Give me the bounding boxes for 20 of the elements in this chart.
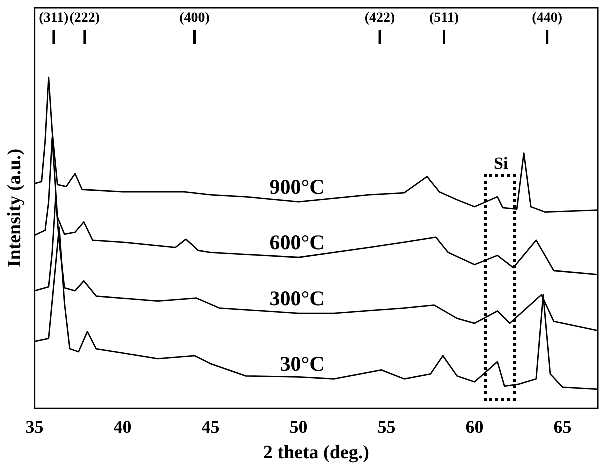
- x-tick-label: 55: [378, 417, 396, 438]
- annotation: Si: [494, 154, 508, 174]
- series-label: 30°C: [280, 352, 325, 376]
- series-label: 900°C: [270, 175, 325, 200]
- text: (400): [180, 11, 210, 26]
- x-tick-label: 50: [290, 417, 308, 438]
- text: (511): [429, 11, 460, 26]
- x-tick-label: 40: [114, 417, 132, 438]
- x-tick-label: 65: [554, 417, 572, 438]
- text: (222): [70, 11, 100, 26]
- x-tick-label: 60: [466, 417, 484, 438]
- text: (422): [364, 11, 396, 26]
- x-tick-label: 45: [202, 417, 220, 438]
- x-axis-title: 2 theta (deg.): [263, 442, 370, 464]
- x-tick-label: 35: [26, 417, 44, 438]
- text: (440): [532, 11, 563, 26]
- series-label: 300°C: [270, 286, 325, 311]
- y-axis-title: Intensity (a.u.): [4, 148, 26, 268]
- text: (311): [39, 11, 70, 26]
- series-label: 600°C: [270, 230, 325, 255]
